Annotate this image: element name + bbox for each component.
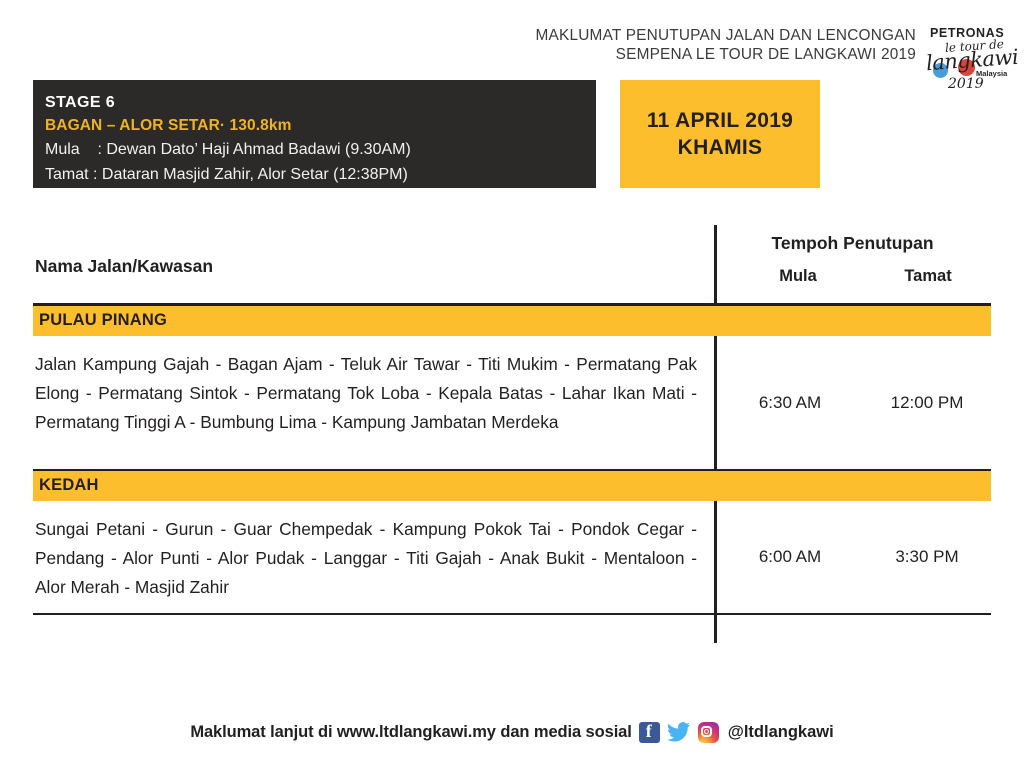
logo-red-circle-icon: [958, 59, 975, 76]
table-row: Jalan Kampung Gajah - Bagan Ajam - Teluk…: [33, 336, 991, 469]
column-header-road-name: Nama Jalan/Kawasan: [35, 256, 214, 276]
page-footer: Maklumat lanjut di www.ltdlangkawi.my da…: [0, 721, 1024, 743]
instagram-icon[interactable]: [697, 722, 719, 743]
table-header: Nama Jalan/Kawasan Tempoh Penutupan Mula…: [33, 225, 991, 303]
stage-number: STAGE 6: [45, 94, 116, 111]
petronas-wordmark: PETRONAS: [930, 26, 1005, 40]
closure-start-time: 6:30 AM: [758, 392, 822, 412]
table-bottom-rule: [33, 613, 991, 615]
logo-year-label: 2019: [948, 76, 984, 92]
stage-start-info: Mula : Dewan Dato’ Haji Ahmad Badawi (9.…: [45, 141, 411, 158]
closure-times: 6:00 AM 3:30 PM: [717, 501, 991, 613]
table-row-divider: [33, 469, 991, 471]
ltdl-logo: PETRONAS le tour de langkawi Malaysia 20…: [918, 14, 1019, 96]
stage-info-box: STAGE 6 BAGAN – ALOR SETAR· 130.8km Mula…: [33, 80, 596, 188]
day-value: KHAMIS: [677, 136, 763, 159]
closure-end-time: 12:00 PM: [890, 392, 964, 412]
state-band-pulau-pinang: PULAU PINANG: [33, 306, 991, 336]
table-column-divider: [714, 225, 717, 643]
table-row: Sungai Petani - Gurun - Guar Chempedak -…: [33, 501, 991, 613]
state-label: KEDAH: [39, 476, 99, 494]
state-band-kedah: KEDAH: [33, 471, 991, 501]
column-header-end: Tamat: [904, 267, 952, 285]
road-list: Jalan Kampung Gajah - Bagan Ajam - Teluk…: [35, 354, 697, 432]
column-header-closure-period: Tempoh Penutupan: [771, 233, 934, 253]
table-header-rule: [33, 303, 991, 306]
facebook-icon[interactable]: [638, 721, 660, 743]
column-header-start: Mula: [779, 267, 817, 285]
date-badge: 11 APRIL 2019 KHAMIS: [620, 80, 820, 188]
twitter-icon[interactable]: [666, 722, 691, 743]
closure-times: 6:30 AM 12:00 PM: [717, 336, 991, 469]
footer-text: Maklumat lanjut di www.ltdlangkawi.my da…: [190, 723, 632, 741]
logo-blue-circle-icon: [933, 63, 948, 78]
stage-route: BAGAN – ALOR SETAR· 130.8km: [45, 117, 292, 134]
stage-end-info: Tamat : Dataran Masjid Zahir, Alor Setar…: [45, 166, 408, 183]
logo-country-label: Malaysia: [976, 69, 1008, 78]
date-value: 11 APRIL 2019: [646, 109, 794, 132]
road-list: Sungai Petani - Gurun - Guar Chempedak -…: [35, 519, 697, 597]
state-label: PULAU PINANG: [39, 311, 167, 329]
page-title: MAKLUMAT PENUTUPAN JALAN DAN LENCONGAN S…: [535, 27, 916, 63]
road-closure-table: Nama Jalan/Kawasan Tempoh Penutupan Mula…: [33, 225, 991, 643]
closure-end-time: 3:30 PM: [895, 547, 959, 566]
page-header: MAKLUMAT PENUTUPAN JALAN DAN LENCONGAN S…: [0, 26, 1024, 96]
social-handle: @ltdlangkawi: [727, 723, 834, 741]
closure-start-time: 6:00 AM: [758, 547, 822, 566]
